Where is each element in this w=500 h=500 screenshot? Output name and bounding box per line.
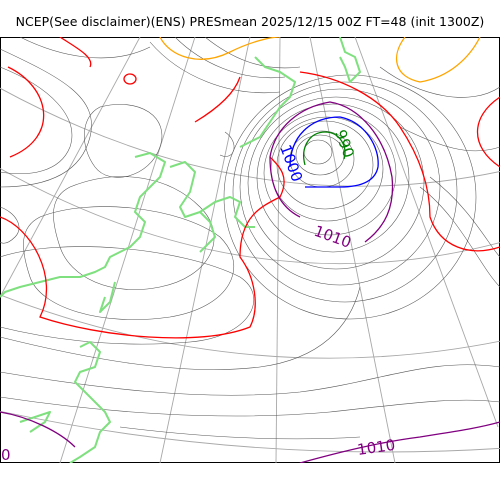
contour-label-1010-lower: 1010 bbox=[356, 436, 396, 459]
contour-1010 bbox=[0, 101, 500, 463]
coastline bbox=[0, 37, 361, 463]
contour-990 bbox=[303, 131, 346, 166]
isobars bbox=[0, 37, 500, 440]
graticule bbox=[0, 37, 500, 463]
contour-1000 bbox=[289, 116, 379, 188]
contour-1020 bbox=[0, 37, 500, 339]
map-title: NCEP(See disclaimer)(ENS) PRESmean 2025/… bbox=[15, 14, 485, 29]
pressure-map: 990 1000 1010 1010 0 bbox=[0, 37, 500, 463]
map-panel: 990 1000 1010 1010 0 bbox=[0, 37, 500, 463]
contour-label-edge: 0 bbox=[1, 446, 11, 463]
contour-1030 bbox=[159, 37, 481, 83]
